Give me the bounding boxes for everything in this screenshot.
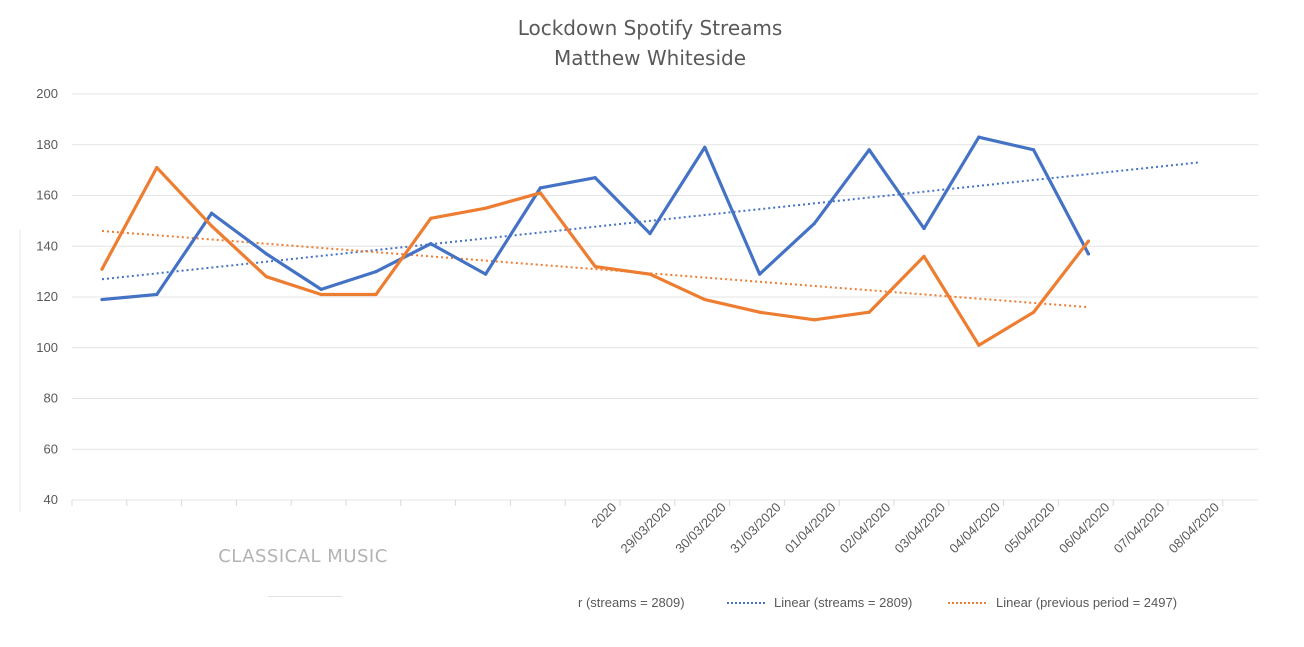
- data-point: [100, 297, 104, 302]
- series-line: [100, 165, 1091, 347]
- x-tick-label: 30/03/2020: [672, 500, 729, 557]
- chart-subtitle: Matthew Whiteside: [553, 46, 747, 70]
- data-point: [1032, 310, 1036, 314]
- data-point: [593, 264, 597, 269]
- y-tick-label: 120: [36, 289, 58, 304]
- x-tick-label: 03/04/2020: [891, 500, 948, 557]
- data-point: [1086, 252, 1090, 256]
- data-point: [648, 231, 652, 236]
- data-point: [100, 267, 104, 271]
- y-tick-label: 80: [44, 391, 58, 406]
- data-point: [977, 135, 981, 139]
- data-point: [264, 275, 268, 279]
- x-tick-label: 08/04/2020: [1165, 500, 1222, 557]
- data-point: [538, 191, 543, 195]
- data-point: [812, 221, 817, 226]
- data-point: [812, 318, 817, 322]
- data-point: [593, 176, 597, 180]
- x-tick-label: 31/03/2020: [727, 500, 784, 557]
- series-lines: [100, 135, 1091, 347]
- data-point: [977, 343, 981, 347]
- data-point: [538, 186, 543, 190]
- data-point: [429, 242, 433, 246]
- data-point: [1086, 239, 1090, 243]
- y-tick-label: 160: [36, 188, 58, 203]
- data-point: [319, 287, 323, 291]
- x-tick-label: 04/04/2020: [946, 500, 1003, 557]
- data-point: [1032, 148, 1036, 152]
- trendlines: [101, 161, 1199, 309]
- data-point: [210, 224, 214, 228]
- data-point: [922, 226, 926, 231]
- data-point: [155, 292, 159, 297]
- data-point: [210, 211, 214, 215]
- data-point: [374, 270, 378, 274]
- label-underline: [268, 596, 342, 597]
- y-tick-label: 60: [44, 441, 58, 456]
- classical-music-label: CLASSICAL MUSIC: [218, 546, 388, 567]
- x-tick-label: 02/04/2020: [837, 500, 894, 557]
- gridlines: [72, 93, 1258, 501]
- y-tick-label: 140: [36, 238, 58, 253]
- data-point: [648, 272, 652, 276]
- series-line: [100, 135, 1091, 302]
- data-point: [867, 148, 871, 152]
- x-tick-label: 06/04/2020: [1056, 500, 1113, 557]
- data-point: [703, 145, 707, 149]
- x-tick-label: 01/04/2020: [782, 500, 839, 557]
- y-tick-label: 180: [36, 137, 58, 152]
- legend-label: Linear (streams = 2809): [774, 595, 912, 610]
- data-point: [374, 292, 378, 297]
- x-tick-label: 07/04/2020: [1111, 500, 1168, 557]
- data-point: [922, 254, 926, 258]
- y-axis: 40 60 80 100 120 140 160 180 200: [19, 86, 58, 512]
- legend-label: r (streams = 2809): [578, 595, 685, 610]
- data-point: [264, 252, 268, 256]
- legend: r (streams = 2809) Linear (streams = 2809…: [578, 595, 1177, 610]
- data-point: [758, 310, 762, 314]
- data-point: [484, 206, 488, 210]
- data-point: [484, 272, 488, 276]
- trendline: [101, 161, 1199, 281]
- data-point: [319, 292, 323, 297]
- x-tick-label: 2020: [588, 500, 619, 531]
- x-tick-label: 05/04/2020: [1001, 500, 1058, 557]
- data-point: [703, 297, 707, 302]
- data-point: [155, 165, 159, 170]
- data-point: [758, 272, 762, 276]
- y-tick-label: 100: [36, 340, 58, 355]
- x-tick-label: 29/03/2020: [617, 500, 674, 557]
- chart-title: Lockdown Spotify Streams: [517, 16, 783, 40]
- legend-label: Linear (previous period = 2497): [996, 595, 1177, 610]
- data-point: [429, 216, 433, 220]
- y-tick-label: 200: [36, 86, 58, 101]
- data-point: [867, 310, 871, 314]
- y-tick-label: 40: [44, 492, 58, 507]
